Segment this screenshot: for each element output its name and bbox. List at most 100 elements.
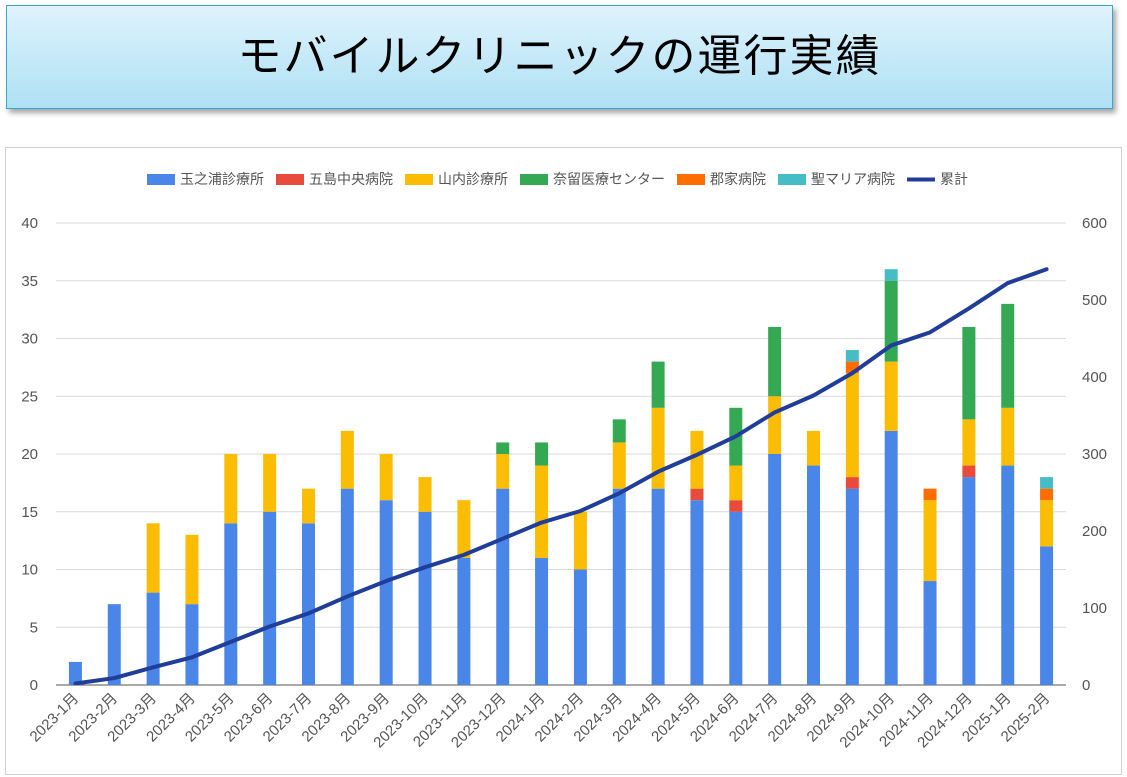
y-tick-right: 300 bbox=[1082, 446, 1107, 463]
bar-segment bbox=[573, 511, 587, 570]
bar-segment bbox=[923, 581, 937, 685]
legend-label: 五島中央病院 bbox=[309, 172, 393, 188]
bar-segment bbox=[535, 557, 549, 685]
bar-segment bbox=[845, 488, 859, 685]
bar-segment bbox=[807, 465, 820, 685]
bar-segment bbox=[807, 430, 820, 466]
bar-segment bbox=[302, 488, 315, 524]
y-tick-right: 600 bbox=[1082, 215, 1107, 232]
bar-segment bbox=[612, 419, 626, 443]
bar-segment bbox=[884, 269, 898, 281]
bar-segment bbox=[1040, 488, 1054, 501]
y-tick-left: 20 bbox=[21, 446, 38, 463]
bar-segment bbox=[496, 488, 510, 685]
legend: 玉之浦診療所 五島中央病院 山内診療所 奈留医療センター 郡家病院 聖マリア病院 累計 bbox=[147, 171, 968, 188]
legend-item: 郡家病院 bbox=[677, 171, 766, 188]
bar-segment bbox=[573, 569, 587, 685]
bar-segment bbox=[612, 488, 626, 685]
legend-swatch bbox=[778, 174, 806, 185]
bar-segment bbox=[690, 430, 704, 489]
y-tick-right: 200 bbox=[1082, 523, 1107, 540]
y-tick-left: 5 bbox=[30, 619, 38, 636]
bar-segment bbox=[535, 465, 549, 558]
page-title: モバイルクリニックの運行実績 bbox=[237, 31, 882, 82]
y-tick-left: 10 bbox=[21, 562, 38, 579]
bar-segment bbox=[884, 430, 898, 685]
bar-segment bbox=[884, 280, 898, 362]
bar-segment bbox=[768, 396, 782, 454]
bar-segment bbox=[146, 523, 160, 593]
legend-label: 山内診療所 bbox=[438, 171, 508, 188]
bar-segment bbox=[185, 604, 199, 685]
y-tick-left: 30 bbox=[21, 331, 38, 348]
legend-swatch bbox=[677, 174, 705, 185]
title-banner: モバイルクリニックの運行実績 bbox=[6, 5, 1113, 109]
bar-segment bbox=[457, 557, 471, 685]
legend-item: 山内診療所 bbox=[405, 171, 508, 188]
bar-segment bbox=[379, 454, 393, 501]
bar-segment bbox=[729, 465, 743, 501]
y-tick-left: 25 bbox=[21, 388, 38, 405]
bar-segment bbox=[1040, 500, 1054, 547]
cumulative-line bbox=[73, 267, 1049, 686]
bar-segment bbox=[1040, 546, 1054, 685]
bar-segment bbox=[107, 604, 121, 685]
bar-segment bbox=[845, 373, 859, 478]
bar-segment bbox=[263, 454, 277, 512]
bar-segment bbox=[496, 442, 510, 454]
legend-item: 五島中央病院 bbox=[276, 172, 393, 188]
legend-label: 聖マリア病院 bbox=[811, 172, 895, 188]
bar-segment bbox=[962, 326, 976, 420]
legend-item: 玉之浦診療所 bbox=[147, 171, 264, 188]
bar-segment bbox=[418, 511, 432, 685]
legend-swatch bbox=[520, 174, 548, 185]
bar-segment bbox=[690, 488, 704, 501]
bar-segment bbox=[962, 419, 976, 466]
bar-segment bbox=[1001, 407, 1015, 466]
bar-segment bbox=[1001, 303, 1015, 408]
axes: 051015202530354001002003004005006002023-… bbox=[21, 215, 1107, 751]
bar-segment bbox=[302, 523, 315, 685]
bar-segment bbox=[224, 523, 238, 685]
y-tick-left: 40 bbox=[21, 215, 38, 232]
y-tick-right: 0 bbox=[1082, 677, 1090, 694]
bar-segment bbox=[768, 454, 782, 685]
bar-segment bbox=[923, 500, 937, 582]
bar-segment bbox=[962, 477, 976, 685]
chart-frame: 玉之浦診療所 五島中央病院 山内診療所 奈留医療センター 郡家病院 聖マリア病院 累計 0 5… bbox=[5, 147, 1122, 775]
bar-segment bbox=[496, 454, 510, 489]
bar-segment bbox=[651, 361, 665, 408]
legend-label: 奈留医療センター bbox=[553, 171, 665, 188]
bar-segment bbox=[768, 326, 782, 397]
legend-swatch bbox=[147, 174, 175, 185]
y-tick-right: 400 bbox=[1082, 369, 1107, 386]
bar-segment bbox=[729, 500, 743, 512]
bar-segment bbox=[68, 661, 82, 685]
bar-segment bbox=[612, 442, 626, 489]
bar-segment bbox=[884, 361, 898, 431]
legend-item: 奈留医療センター bbox=[520, 171, 665, 188]
bar-segment bbox=[923, 488, 937, 501]
bar-segment bbox=[1040, 477, 1054, 489]
bars bbox=[68, 269, 1054, 685]
y-tick-left: 35 bbox=[21, 273, 38, 290]
legend-item: 累計 bbox=[907, 172, 968, 188]
cumulative-line-layer bbox=[73, 267, 1049, 686]
bar-segment bbox=[457, 500, 471, 558]
bar-segment bbox=[379, 500, 393, 685]
bar-segment bbox=[340, 430, 354, 489]
legend-label: 郡家病院 bbox=[710, 171, 766, 188]
bar-segment bbox=[535, 442, 549, 466]
bar-segment bbox=[845, 361, 859, 374]
bar-segment bbox=[418, 477, 432, 512]
bar-segment bbox=[962, 465, 976, 478]
bar-segment bbox=[146, 592, 160, 685]
bar-segment bbox=[845, 477, 859, 489]
legend-label: 累計 bbox=[940, 172, 968, 188]
bar-segment bbox=[690, 500, 704, 685]
y-tick-right: 500 bbox=[1082, 292, 1107, 309]
bar-segment bbox=[263, 511, 277, 685]
bar-segment bbox=[651, 488, 665, 685]
y-tick-left: 15 bbox=[21, 504, 38, 521]
legend-swatch bbox=[405, 174, 433, 185]
